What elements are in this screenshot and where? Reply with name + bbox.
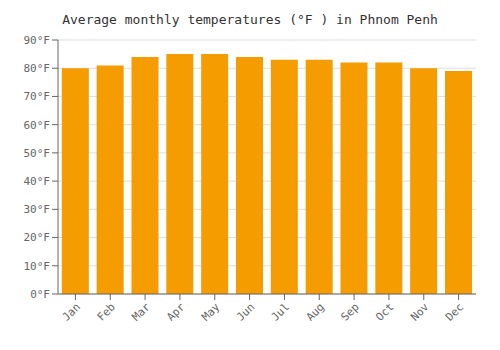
svg-text:Mar: Mar xyxy=(129,300,153,324)
svg-text:70°F: 70°F xyxy=(24,90,51,103)
svg-text:Feb: Feb xyxy=(95,300,118,323)
svg-text:80°F: 80°F xyxy=(24,62,51,75)
svg-text:Aug: Aug xyxy=(304,300,327,323)
svg-text:30°F: 30°F xyxy=(24,203,51,216)
svg-text:Oct: Oct xyxy=(373,300,396,323)
svg-text:Dec: Dec xyxy=(443,300,466,323)
svg-text:Nov: Nov xyxy=(408,300,432,324)
html-text:Average monthly temperatures (: Average monthly temperatures (°F ) in Ph… xyxy=(62,12,438,27)
svg-text:Jan: Jan xyxy=(60,300,83,323)
svg-text:40°F: 40°F xyxy=(24,175,51,188)
svg-text:50°F: 50°F xyxy=(24,147,51,160)
svg-text:Jun: Jun xyxy=(234,300,257,323)
svg-text:10°F: 10°F xyxy=(24,260,51,273)
svg-text:Apr: Apr xyxy=(164,300,188,324)
svg-text:60°F: 60°F xyxy=(24,119,51,132)
svg-text:0°F: 0°F xyxy=(30,288,50,301)
svg-text:May: May xyxy=(199,300,223,324)
svg-text:20°F: 20°F xyxy=(24,231,51,244)
svg-text:Sep: Sep xyxy=(338,300,361,323)
svg-text:90°F: 90°F xyxy=(24,34,51,47)
svg-text:Jul: Jul xyxy=(269,300,292,323)
